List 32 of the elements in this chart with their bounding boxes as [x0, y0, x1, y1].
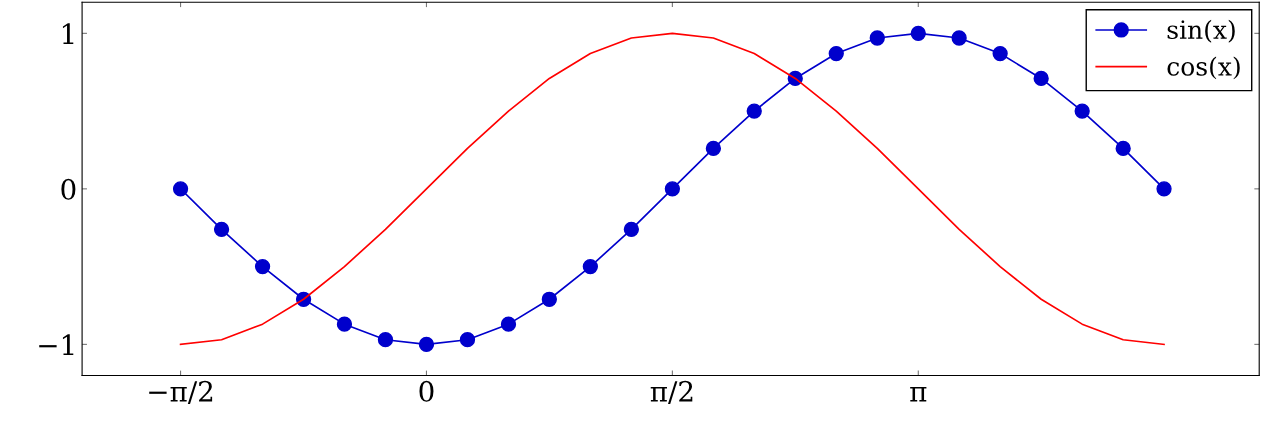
point	[459, 332, 476, 348]
point	[1074, 103, 1090, 119]
x-tick-label: π	[910, 387, 927, 402]
point	[992, 45, 1008, 62]
point	[377, 332, 394, 348]
legend-label: cos(x)	[1167, 56, 1240, 80]
point	[951, 30, 967, 46]
point	[541, 291, 557, 307]
point	[869, 30, 885, 46]
point	[664, 181, 681, 197]
point	[623, 221, 640, 237]
y-tick-label: −1	[39, 334, 74, 355]
point	[705, 140, 722, 157]
point	[910, 25, 926, 41]
x-tick-label: π/2	[650, 380, 693, 405]
point	[828, 45, 844, 62]
x-tick-label: −π/2	[149, 380, 213, 405]
point	[1115, 140, 1131, 157]
point	[172, 181, 189, 197]
point	[336, 316, 353, 332]
point	[213, 221, 230, 237]
point	[500, 316, 517, 332]
y-tick-label: 0	[61, 178, 76, 200]
point	[254, 258, 271, 275]
y-tick-label: 1	[62, 23, 74, 44]
legend-label: sin(x)	[1167, 19, 1235, 43]
point	[1033, 70, 1049, 87]
point	[582, 258, 598, 275]
point	[1156, 181, 1172, 197]
point	[418, 336, 435, 353]
point	[746, 103, 762, 119]
x-tick-label: 0	[419, 380, 434, 402]
